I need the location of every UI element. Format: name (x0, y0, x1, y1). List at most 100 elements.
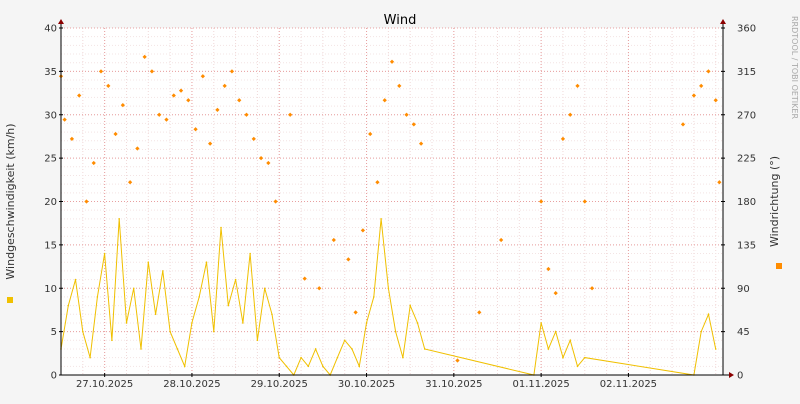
speed-point (183, 365, 186, 368)
direction-point (498, 237, 504, 243)
direction-point (244, 112, 249, 117)
y-right-tick-label: 90 (737, 284, 750, 295)
direction-point (317, 286, 322, 291)
speed-point (82, 330, 84, 333)
direction-point (553, 290, 558, 296)
direction-point (120, 102, 125, 108)
direction-point (582, 199, 587, 204)
speed-point (242, 322, 244, 324)
direction-point (84, 199, 89, 204)
direction-point (113, 131, 118, 137)
speed-point (314, 348, 317, 350)
y-right-tick-label: 180 (737, 197, 756, 208)
speed-point (74, 278, 77, 281)
direction-point (149, 69, 155, 74)
x-tick-label: 02.11.2025 (600, 379, 657, 390)
speed-point (583, 356, 586, 359)
direction-point (62, 117, 67, 122)
direction-point (171, 93, 176, 98)
speed-point (176, 348, 179, 350)
direction-point (302, 276, 307, 281)
direction-point (346, 257, 351, 262)
legend-swatch-direction (776, 263, 782, 269)
speed-point (140, 348, 142, 350)
speed-point (300, 356, 302, 359)
direction-point (215, 107, 220, 113)
speed-point (147, 261, 150, 264)
direction-point (331, 237, 336, 243)
speed-point (263, 287, 266, 290)
y-right-tick-label: 315 (737, 67, 756, 78)
direction-point (193, 127, 198, 132)
direction-point (360, 228, 366, 233)
speed-point (154, 313, 157, 316)
direction-point (142, 54, 147, 60)
legend-swatch-speed (7, 297, 13, 303)
y-right-tick-label: 45 (737, 327, 750, 338)
chart-title: Wind (384, 13, 417, 28)
y-right-tick-label: 270 (737, 110, 756, 121)
direction-point (69, 136, 75, 141)
speed-point (387, 287, 390, 290)
direction-point (157, 112, 162, 117)
speed-point (227, 304, 230, 307)
speed-point (285, 365, 288, 368)
direction-point (91, 160, 96, 166)
speed-point (198, 296, 201, 298)
speed-point (402, 356, 404, 359)
y-right-tick-label: 225 (737, 154, 756, 165)
speed-point (271, 313, 273, 316)
speed-point (409, 304, 411, 307)
x-tick-label: 29.10.2025 (251, 379, 308, 390)
direction-point (164, 117, 169, 122)
speed-point (416, 322, 419, 324)
speed-point (191, 322, 193, 324)
direction-point (273, 199, 278, 204)
speed-point (96, 296, 99, 298)
speed-point (351, 348, 353, 350)
y-right-tick-label: 360 (737, 24, 756, 35)
speed-point (714, 348, 717, 350)
speed-point (540, 322, 542, 324)
speed-point (569, 339, 572, 342)
speed-point (343, 339, 346, 342)
direction-point (455, 358, 460, 363)
speed-point (380, 218, 382, 220)
direction-point (560, 136, 566, 141)
y-left-tick-label: 20 (44, 197, 57, 208)
speed-point (423, 348, 426, 350)
speed-point (132, 287, 135, 290)
speed-point (212, 330, 215, 333)
speed-point (358, 365, 361, 368)
y-left-tick-label: 25 (44, 154, 57, 165)
speed-point (373, 296, 375, 298)
direction-point (353, 310, 358, 315)
speed-point (103, 252, 106, 255)
direction-point (418, 141, 424, 146)
series (58, 54, 722, 376)
y-left-tick-label: 40 (44, 24, 57, 35)
direction-point (251, 136, 256, 141)
y-left-axis-label: Windgeschwindigkeit (km/h) (4, 123, 17, 279)
x-tick-label: 27.10.2025 (76, 379, 133, 390)
y-axis-right-arrow (720, 19, 726, 24)
speed-point (278, 356, 281, 359)
direction-point (717, 180, 722, 185)
direction-point (589, 286, 595, 291)
direction-point (186, 98, 191, 103)
speed-point (220, 226, 222, 229)
speed-point (322, 365, 324, 368)
grid (60, 27, 723, 376)
direction-point (208, 141, 213, 146)
speed-point (256, 339, 259, 342)
y-right-axis-label: Windrichtung (°) (768, 156, 781, 247)
speed-point (547, 348, 550, 350)
y-right-tick-label: 135 (737, 240, 756, 251)
speed-point (169, 330, 171, 333)
watermark: RRDTOOL / TOBI OETIKER (790, 16, 799, 119)
axes: 0 5 10 15 20 25 30 35 40 0 45 90 135 180 225 270 315 360 2… (4, 19, 782, 390)
direction-point (106, 83, 111, 88)
speed-point (707, 313, 710, 316)
speed-point (576, 365, 579, 368)
